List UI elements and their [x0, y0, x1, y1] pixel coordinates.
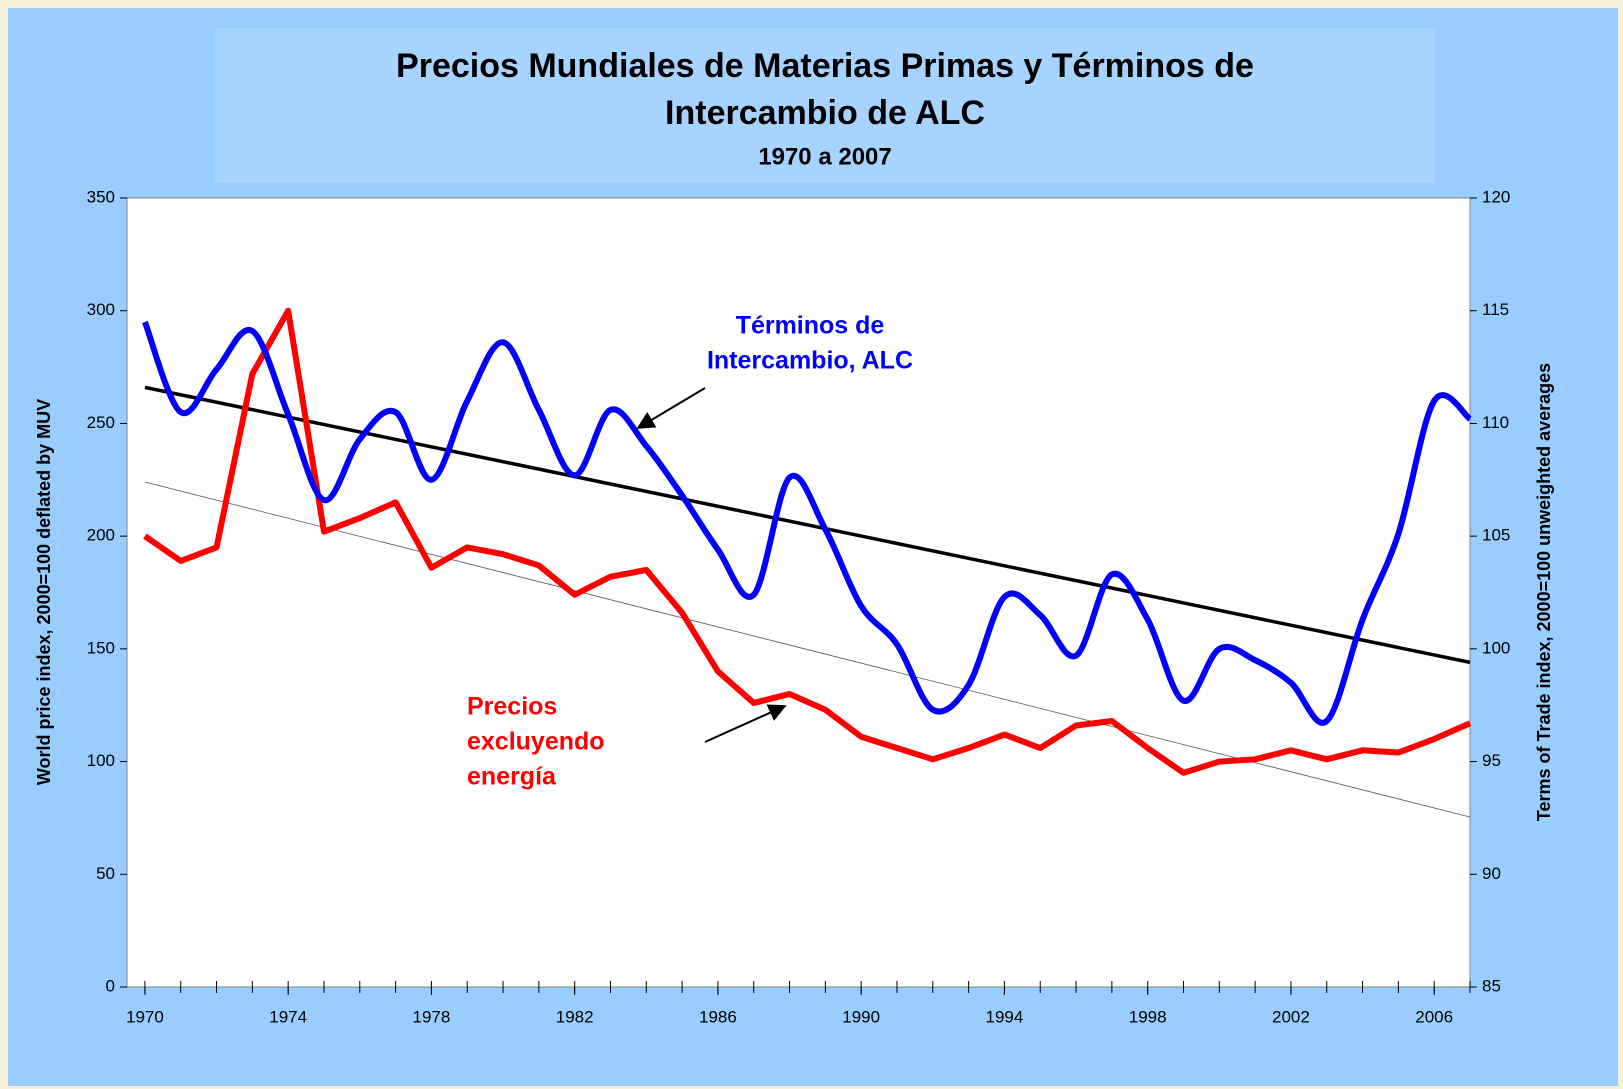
y-axis-title: World price index, 2000=100 deflated by …	[34, 399, 54, 785]
annotation-arrow	[636, 387, 706, 429]
x-tick-label: 1970	[126, 1007, 164, 1026]
annotation: energía	[467, 763, 557, 791]
x-tick-label: 1974	[269, 1007, 307, 1026]
y2-tick-label: 90	[1482, 864, 1501, 883]
x-tick-label: 1978	[412, 1007, 450, 1026]
y2-tick-label: 100	[1482, 638, 1510, 657]
y-tick-label: 300	[87, 300, 115, 319]
y2-tick-label: 105	[1482, 526, 1510, 545]
chart-subtitle: 1970 a 2007	[758, 143, 891, 170]
x-tick-label: 1982	[556, 1007, 594, 1026]
y-tick-label: 150	[87, 638, 115, 657]
chart-title: Intercambio de ALC	[665, 94, 985, 132]
plot-area	[126, 197, 1471, 988]
x-tick-label: 1998	[1129, 1007, 1167, 1026]
title-box	[215, 28, 1435, 183]
x-tick-label: 2006	[1415, 1007, 1453, 1026]
annotation-arrow	[704, 704, 787, 743]
y2-tick-label: 115	[1482, 300, 1509, 319]
chart-title: Precios Mundiales de Materias Primas y T…	[396, 47, 1254, 85]
y-tick-label: 350	[87, 187, 115, 206]
y2-tick-label: 85	[1482, 976, 1501, 995]
y-tick-label: 0	[106, 976, 115, 995]
y-tick-label: 250	[87, 413, 115, 432]
series-line	[142, 320, 1472, 726]
y-tick-label: 200	[87, 526, 115, 545]
y2-axis-title: Terms of Trade index, 2000=100 unweighte…	[1534, 363, 1554, 821]
y2-tick-label: 120	[1482, 187, 1510, 206]
x-tick-label: 1994	[986, 1007, 1024, 1026]
x-tick-label: 1986	[699, 1007, 737, 1026]
x-tick-label: 1990	[842, 1007, 880, 1026]
y2-tick-label: 110	[1482, 413, 1509, 432]
series-line	[143, 307, 1472, 776]
annotation: Intercambio, ALC	[707, 347, 913, 375]
y-tick-label: 100	[87, 751, 115, 770]
annotation: Términos de	[736, 312, 885, 340]
x-tick-label: 2002	[1272, 1007, 1310, 1026]
annotation: excluyendo	[467, 728, 605, 756]
y2-tick-label: 95	[1482, 751, 1501, 770]
y-tick-label: 50	[96, 864, 115, 883]
annotation: Precios	[467, 693, 557, 721]
